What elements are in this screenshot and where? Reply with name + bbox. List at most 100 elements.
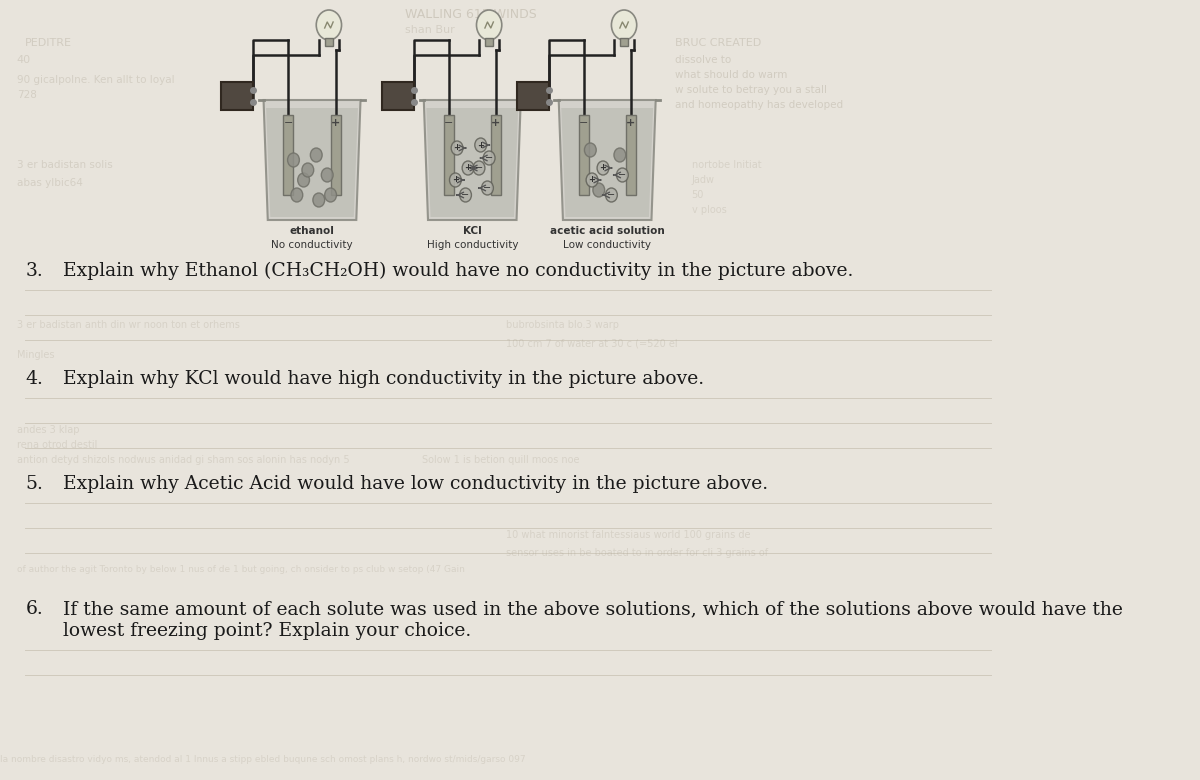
Text: +: + (588, 176, 595, 185)
Polygon shape (266, 108, 358, 217)
Text: −: − (283, 118, 293, 128)
Text: bubrobsinta blo.3 warp: bubrobsinta blo.3 warp (506, 320, 619, 330)
Circle shape (288, 153, 299, 167)
Text: If the same amount of each solute was used in the above solutions, which of the : If the same amount of each solute was us… (64, 600, 1123, 618)
Text: −: − (484, 183, 492, 193)
Circle shape (614, 148, 625, 162)
Text: BRUC CREATED: BRUC CREATED (674, 38, 761, 48)
Circle shape (598, 161, 608, 175)
Text: dissolve to: dissolve to (674, 55, 731, 65)
Text: sensor uses in be boated to in order for cli 3 grains of: sensor uses in be boated to in order for… (506, 548, 768, 558)
Text: Jadw: Jadw (691, 175, 714, 185)
Bar (620, 38, 629, 46)
Bar (283, 115, 294, 195)
Circle shape (612, 10, 637, 40)
Text: WALLING 615 WINDS: WALLING 615 WINDS (404, 8, 536, 21)
Circle shape (484, 151, 496, 165)
Text: Explain why KCl would have high conductivity in the picture above.: Explain why KCl would have high conducti… (64, 370, 704, 388)
Text: +: + (491, 118, 500, 128)
Text: v ploos: v ploos (691, 205, 726, 215)
Text: −: − (578, 118, 588, 128)
Text: −: − (462, 190, 469, 200)
Text: +: + (626, 118, 636, 128)
Text: 4.: 4. (25, 370, 43, 388)
Text: antion detyd shizols nodwus anidad gi sham sos alonin has nodyn 5: antion detyd shizols nodwus anidad gi sh… (17, 455, 349, 465)
Text: ethanol: ethanol (289, 226, 335, 236)
Circle shape (450, 173, 461, 187)
Bar (516, 82, 548, 110)
Text: w solute to betray you a stall: w solute to betray you a stall (674, 85, 827, 95)
Text: 6.: 6. (25, 600, 43, 618)
Bar (221, 82, 253, 110)
Text: −: − (444, 118, 454, 128)
Bar (578, 115, 589, 195)
Text: −: − (485, 153, 493, 163)
Circle shape (476, 10, 502, 40)
Text: shan Bur: shan Bur (404, 25, 455, 35)
Text: lowest freezing point? Explain your choice.: lowest freezing point? Explain your choi… (64, 622, 472, 640)
Circle shape (617, 168, 629, 182)
Text: PEDITRE: PEDITRE (25, 38, 72, 48)
Circle shape (290, 188, 302, 202)
Circle shape (460, 188, 472, 202)
Circle shape (451, 141, 463, 155)
Polygon shape (264, 100, 360, 220)
Text: 50: 50 (691, 190, 704, 200)
Circle shape (302, 163, 313, 177)
Polygon shape (562, 108, 653, 217)
Circle shape (586, 173, 598, 187)
Circle shape (462, 161, 474, 175)
Text: 5.: 5. (25, 475, 43, 493)
Text: Low conductivity: Low conductivity (563, 240, 652, 250)
Circle shape (325, 188, 336, 202)
Circle shape (317, 10, 342, 40)
Circle shape (481, 181, 493, 195)
Circle shape (298, 173, 310, 187)
Text: −: − (618, 170, 626, 180)
Text: 40: 40 (17, 55, 31, 65)
Bar (625, 115, 636, 195)
Circle shape (584, 143, 596, 157)
Text: la nombre disastro vidyo ms, atendod al 1 Innus a stipp ebled buqune sch omost p: la nombre disastro vidyo ms, atendod al … (0, 755, 526, 764)
Circle shape (475, 138, 487, 152)
Text: Solow 1 is betion quill moos noe: Solow 1 is betion quill moos noe (421, 455, 580, 465)
Text: and homeopathy has developed: and homeopathy has developed (674, 100, 842, 110)
Text: −: − (607, 190, 616, 200)
Text: Explain why Acetic Acid would have low conductivity in the picture above.: Explain why Acetic Acid would have low c… (64, 475, 768, 493)
Text: andes 3 klap: andes 3 klap (17, 425, 79, 435)
Text: 90 gicalpolne. Ken allt to loyal: 90 gicalpolne. Ken allt to loyal (17, 75, 174, 85)
Text: 3 er badistan anth din wr noon ton et orhems: 3 er badistan anth din wr noon ton et or… (17, 320, 240, 330)
Text: 728: 728 (17, 90, 37, 100)
Circle shape (322, 168, 334, 182)
Polygon shape (426, 108, 518, 217)
Text: High conductivity: High conductivity (426, 240, 518, 250)
Bar (382, 82, 414, 110)
Bar (485, 38, 493, 46)
Circle shape (311, 148, 322, 162)
Text: acetic acid solution: acetic acid solution (550, 226, 665, 236)
Text: +: + (454, 144, 461, 153)
Text: KCl: KCl (463, 226, 481, 236)
Circle shape (313, 193, 325, 207)
Text: +: + (478, 140, 485, 150)
Text: abas ylbic64: abas ylbic64 (17, 178, 83, 188)
Text: +: + (452, 176, 458, 185)
Polygon shape (424, 100, 521, 220)
Text: of author the agit Toronto by below 1 nus of de 1 but going, ch onsider to ps cl: of author the agit Toronto by below 1 nu… (17, 565, 464, 574)
Text: nortobe Initiat: nortobe Initiat (691, 160, 761, 170)
Bar (330, 115, 341, 195)
Text: 10 what minorist falntessiaus world 100 grains de: 10 what minorist falntessiaus world 100 … (506, 530, 750, 540)
Text: 3.: 3. (25, 262, 43, 280)
Polygon shape (559, 100, 655, 220)
Bar (491, 115, 500, 195)
Text: rena otrod destil: rena otrod destil (17, 440, 97, 450)
Text: Explain why Ethanol (CH₃CH₂OH) would have no conductivity in the picture above.: Explain why Ethanol (CH₃CH₂OH) would hav… (64, 262, 853, 280)
Text: −: − (475, 163, 484, 173)
Text: +: + (464, 164, 472, 172)
Bar (444, 115, 454, 195)
Circle shape (606, 188, 617, 202)
Text: 3 er badistan solis: 3 er badistan solis (17, 160, 113, 170)
Text: 100 cm 7 of water at 30 c (=520 el: 100 cm 7 of water at 30 c (=520 el (506, 338, 678, 348)
Text: +: + (600, 164, 606, 172)
Text: No conductivity: No conductivity (271, 240, 353, 250)
